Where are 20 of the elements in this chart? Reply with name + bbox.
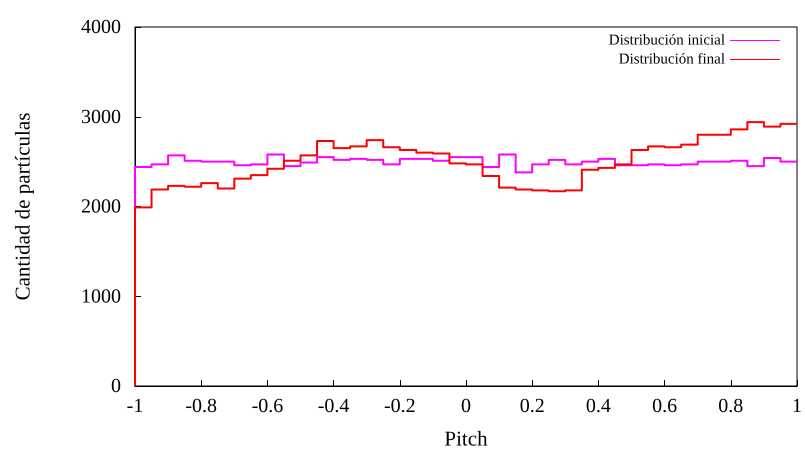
x-tick-label: -0.8 [185,395,218,417]
x-axis-title: Pitch [444,426,488,450]
x-tick-label: 0 [461,395,471,417]
legend-label: Distribución inicial [608,32,725,48]
x-tick-label: 0.4 [586,395,611,417]
y-axis-title: Cantidad de partículas [10,112,34,300]
x-tick-label: 0.2 [520,395,545,417]
x-tick-label: 0.8 [718,395,744,417]
y-tick-label: 2000 [81,196,121,218]
y-tick-label: 4000 [81,16,121,38]
legend-label: Distribución final [618,52,725,68]
x-tick-label: -0.6 [252,395,284,417]
y-tick-label: 1000 [81,285,121,308]
x-tick-label: 0.6 [652,395,678,417]
x-tick-label: -0.4 [318,395,350,417]
x-tick-label: -1 [126,395,144,417]
x-tick-label: -0.2 [384,395,416,417]
x-tick-label: 1 [792,395,802,417]
y-tick-label: 3000 [81,106,121,128]
y-tick-label: 0 [111,375,121,397]
